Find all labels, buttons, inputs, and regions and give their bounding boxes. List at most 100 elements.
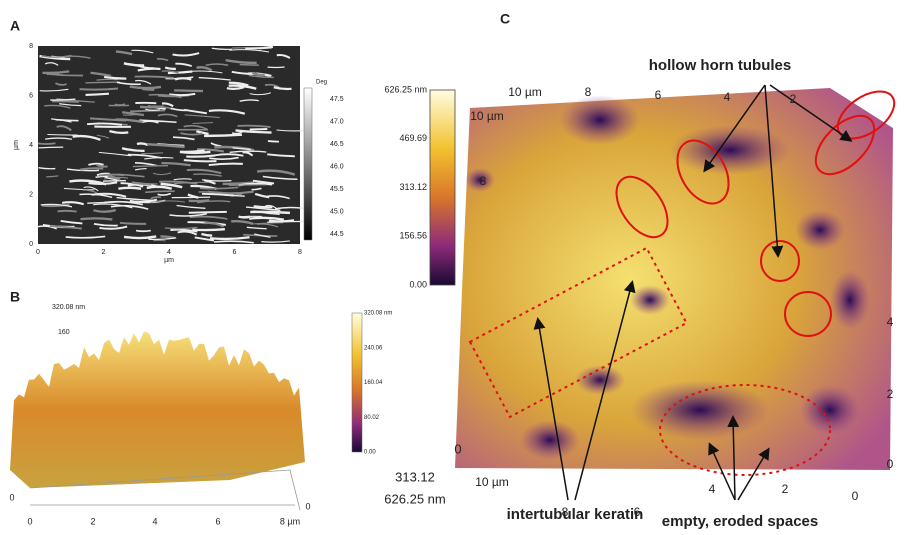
axis-frame — [29, 469, 301, 511]
streak — [248, 74, 274, 79]
streak — [229, 150, 267, 154]
colorbar-tick: 0.00 — [409, 279, 427, 289]
streak — [103, 75, 127, 80]
streak — [170, 228, 198, 233]
streak — [83, 186, 99, 192]
streak — [171, 196, 211, 199]
tick-label: 8 — [585, 85, 592, 99]
colorbar-title: Deg — [316, 80, 327, 86]
streak — [197, 200, 231, 204]
streak — [98, 151, 132, 157]
streak — [145, 108, 161, 111]
tick-label: 10 µm — [508, 85, 542, 99]
streak — [208, 162, 243, 167]
corner-label: 0 — [9, 492, 14, 502]
tick-label: 0 — [852, 489, 859, 503]
tick-label: 8 — [480, 174, 487, 188]
streak — [274, 206, 304, 210]
streak — [251, 187, 262, 191]
streak — [184, 114, 220, 119]
panel-b — [10, 312, 363, 511]
streak — [172, 136, 195, 141]
streak — [186, 168, 222, 175]
streak — [164, 66, 176, 71]
streak — [174, 89, 204, 93]
streak — [40, 203, 73, 208]
streak — [44, 104, 71, 109]
streak — [159, 180, 198, 185]
streak — [242, 151, 254, 157]
streak — [59, 103, 82, 107]
streak — [107, 175, 121, 181]
streak — [169, 212, 208, 217]
x-tick-label: 2 — [102, 249, 106, 256]
streak — [139, 119, 177, 123]
x-tick-label: 0 — [36, 249, 40, 256]
streak — [157, 113, 178, 118]
streak — [190, 70, 223, 74]
streak — [193, 173, 222, 177]
streak — [116, 196, 155, 202]
colorbar-tick: 156.56 — [399, 231, 427, 241]
streak — [121, 111, 144, 117]
streak — [130, 109, 165, 113]
streak — [250, 210, 291, 215]
streak — [119, 221, 147, 225]
streak — [161, 70, 179, 74]
streak — [226, 86, 245, 90]
tick-label: 4 — [724, 90, 731, 104]
annotation: empty, eroded spaces — [662, 513, 818, 530]
arrows — [533, 84, 853, 501]
streak — [165, 76, 194, 80]
x-tick-label: 8 — [298, 249, 302, 256]
streak — [82, 189, 98, 194]
streak — [131, 181, 152, 186]
streak — [46, 175, 59, 178]
streak — [231, 220, 254, 225]
colorbar-tick: 320.08 nm — [364, 311, 392, 317]
tick-label: 0 — [887, 457, 894, 471]
streak — [254, 233, 271, 238]
streak — [192, 228, 225, 232]
streak — [164, 226, 198, 230]
panel-label: A — [10, 18, 20, 34]
streak — [121, 147, 145, 153]
streak — [127, 153, 163, 159]
hollow — [795, 210, 845, 250]
y-tick-label: 8 — [29, 43, 33, 50]
surface-3d — [10, 331, 305, 488]
streak — [60, 220, 83, 225]
streak — [253, 205, 273, 209]
streak — [261, 240, 290, 243]
streak — [45, 137, 73, 140]
colorbar-tick: 45.5 — [330, 186, 344, 193]
hollow — [575, 365, 625, 395]
tick-label: 10 µm — [475, 475, 509, 489]
streak — [57, 209, 77, 213]
colorbar-tick: 469.69 — [399, 133, 427, 143]
streak — [267, 140, 279, 143]
z-label: 313.12 — [395, 469, 435, 484]
streak — [50, 98, 76, 101]
streak — [245, 206, 281, 212]
colorbar-tick: 44.5 — [330, 231, 344, 238]
streak — [42, 70, 70, 75]
streak — [253, 210, 280, 215]
x-tick-label: 4 — [167, 249, 171, 256]
streak — [137, 67, 161, 72]
panel-label: B — [10, 289, 20, 305]
streak — [117, 173, 145, 178]
streak — [129, 85, 162, 90]
streak — [238, 215, 262, 218]
z-label: 0 — [454, 441, 461, 456]
streak — [37, 142, 56, 145]
streak — [207, 190, 243, 196]
streak — [47, 72, 84, 77]
streak — [41, 203, 70, 208]
labels: A B C 0 2 4 6 8 0 2 4 6 8 µm µm Deg 47.5 47.0 46.5 46.0 45.5… — [9, 11, 893, 530]
streak — [229, 49, 270, 53]
hollow — [630, 380, 770, 440]
streak — [197, 148, 225, 153]
z-label: 160 — [58, 329, 70, 336]
